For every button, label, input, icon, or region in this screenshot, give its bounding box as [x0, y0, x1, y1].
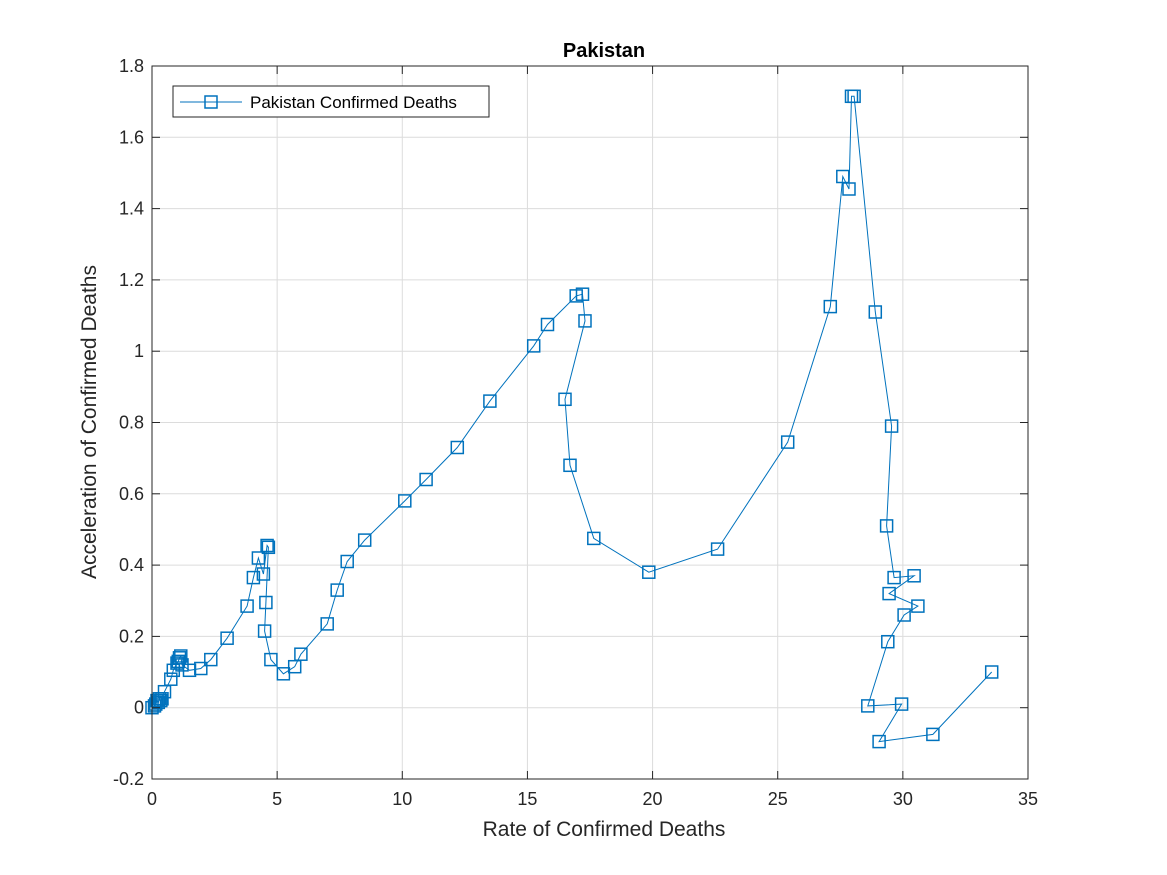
y-tick-label: 0.2	[119, 626, 144, 646]
data-point	[320, 617, 334, 631]
x-tick-label: 25	[768, 789, 788, 809]
data-point	[260, 538, 274, 553]
legend-marker-sample	[204, 95, 218, 109]
y-tick-label: -0.2	[113, 769, 144, 789]
y-tick-label: 0.6	[119, 484, 144, 504]
data-point	[847, 89, 861, 104]
data-point	[483, 394, 497, 408]
data-point	[340, 554, 354, 569]
data-point	[526, 339, 541, 353]
x-tick-label: 10	[392, 789, 412, 809]
data-point	[881, 634, 895, 649]
y-tick-label: 0.4	[119, 555, 144, 575]
tick-labels: 0 5 10 15 20 25 30 35-0.200.20.40.60.811.21.41.…	[113, 56, 1038, 809]
data-point	[204, 652, 218, 667]
data-point	[172, 651, 187, 665]
data-point	[868, 305, 883, 319]
data-point	[907, 569, 921, 583]
chart-title: Pakistan	[563, 40, 645, 62]
legend: Pakistan Confirmed Deaths	[172, 85, 490, 118]
data-point	[842, 182, 856, 196]
x-tick-label: 35	[1018, 789, 1038, 809]
data-point	[240, 599, 254, 613]
y-tick-label: 1.6	[119, 127, 144, 147]
y-tick-label: 1.4	[119, 199, 144, 219]
y-tick-label: 1.2	[119, 270, 144, 290]
data-point	[330, 583, 344, 597]
data-point	[246, 570, 261, 585]
data-point	[220, 631, 234, 645]
data-point	[154, 693, 168, 708]
data-point	[984, 665, 999, 679]
data-point	[884, 419, 899, 433]
data-point	[911, 599, 925, 613]
data-point	[256, 567, 271, 581]
data-point	[894, 697, 909, 711]
data-point	[398, 494, 412, 508]
y-tick-label: 0.8	[119, 413, 144, 433]
data-point	[879, 519, 894, 533]
y-tick-label: 1	[134, 341, 144, 361]
data-point	[882, 586, 896, 601]
data-point	[642, 565, 656, 579]
data-point	[155, 692, 169, 706]
data-point	[563, 458, 577, 473]
data-point	[710, 542, 725, 556]
data-point	[780, 435, 795, 449]
data-point	[276, 667, 291, 681]
data-point	[540, 317, 555, 332]
data-point	[294, 647, 308, 661]
markers	[145, 89, 999, 749]
data-point	[257, 624, 272, 638]
data-point	[578, 314, 592, 328]
data-point	[887, 570, 901, 585]
x-tick-label: 5	[272, 789, 282, 809]
data-point	[264, 652, 278, 667]
x-axis-label: Rate of Confirmed Deaths	[483, 818, 726, 841]
data-point	[558, 392, 572, 407]
legend-entry-label: Pakistan Confirmed Deaths	[250, 93, 457, 112]
data-point	[259, 595, 273, 610]
x-tick-label: 15	[517, 789, 537, 809]
data-point	[194, 661, 208, 676]
data-point	[261, 540, 276, 555]
data-point	[164, 672, 178, 686]
data-point	[861, 699, 875, 713]
data-point	[450, 440, 465, 455]
data-point	[357, 533, 372, 547]
data-point	[926, 727, 940, 742]
x-tick-label: 20	[643, 789, 663, 809]
y-tick-label: 0	[134, 698, 144, 718]
data-point	[174, 649, 188, 663]
y-tick-label: 1.8	[119, 56, 144, 76]
ticks	[151, 65, 1029, 780]
y-axis-label: Acceleration of Confirmed Deaths	[78, 265, 101, 579]
data-point	[872, 734, 886, 749]
data-point	[575, 287, 590, 301]
data-point	[587, 531, 601, 546]
x-tick-label: 0	[147, 789, 157, 809]
data-point	[419, 472, 433, 487]
data-point	[251, 551, 266, 565]
data-point	[823, 299, 838, 314]
x-tick-label: 30	[893, 789, 913, 809]
data-point	[897, 608, 911, 622]
